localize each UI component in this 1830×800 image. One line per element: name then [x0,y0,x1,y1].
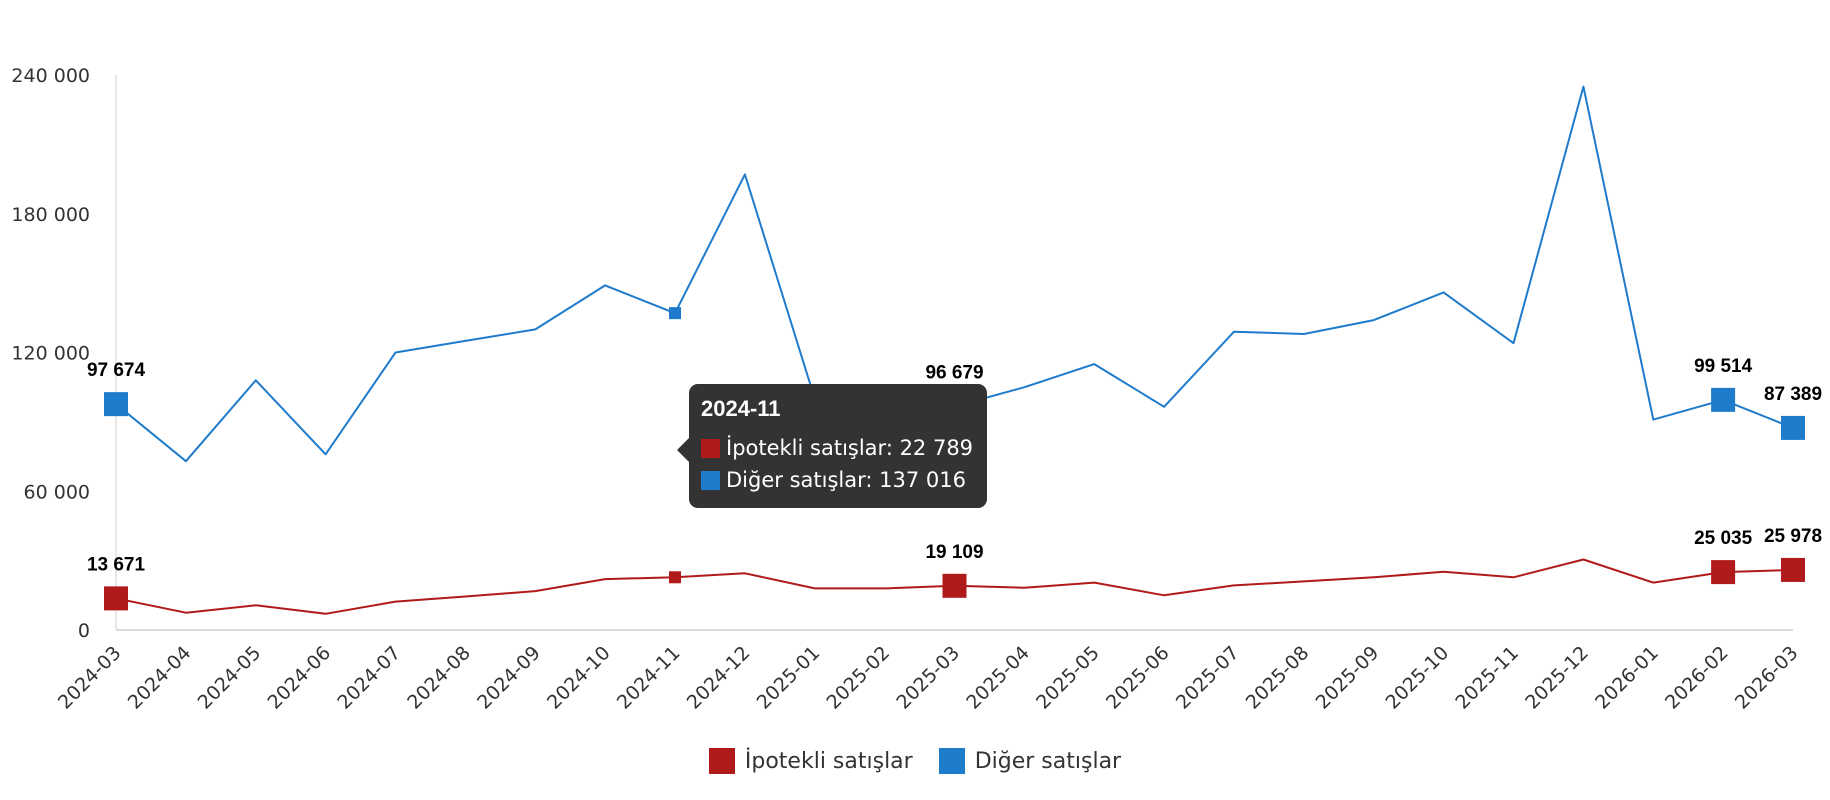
legend-item-other-sales[interactable]: Diğer satışlar [938,748,1122,774]
x-tick-label: 2025-11 [1451,642,1523,714]
x-tick-label: 2024-11 [613,642,685,714]
x-tick-label: 2025-06 [1102,642,1174,714]
x-tick-label: 2024-03 [54,642,126,714]
x-tick-label: 2025-10 [1381,642,1453,714]
x-tick-label: 2026-01 [1591,642,1663,714]
legend-label-other: Diğer satışlar [974,748,1122,774]
tooltip-row-other: Diğer satışlar: 137 016 [701,464,975,496]
x-tick-label: 2025-08 [1242,642,1314,714]
x-tick-label: 2024-09 [473,642,545,714]
data-label: 97 674 [87,360,146,381]
data-point-marker[interactable] [1711,387,1736,412]
x-tick-label: 2025-05 [1032,642,1104,714]
data-label: 13 671 [87,554,146,575]
x-tick-label: 2024-10 [543,642,615,714]
legend-swatch-mortgage [708,748,735,774]
tooltip-swatch-other [701,470,720,490]
x-tick-label: 2026-03 [1731,642,1803,714]
x-tick-label: 2025-01 [753,642,825,714]
y-tick-label: 240 000 [11,65,90,87]
data-label: 87 389 [1764,384,1822,405]
data-point-marker[interactable] [1781,415,1805,440]
legend-label-mortgage: İpotekli satışlar [744,748,913,774]
x-tick-label: 2024-07 [333,642,405,714]
x-tick-label: 2025-02 [822,642,894,714]
tooltip-title: 2024-11 [701,396,781,421]
x-tick-label: 2025-03 [892,642,964,714]
y-tick-label: 180 000 [11,204,90,226]
data-point-marker[interactable] [1711,560,1736,585]
tooltip-text-mortgage: İpotekli satışlar: 22 789 [726,436,974,460]
x-tick-label: 2024-05 [194,642,266,714]
hover-point-marker[interactable] [669,307,681,320]
legend-item-mortgage-sales[interactable]: İpotekli satışlar [708,748,913,774]
tooltip-swatch-mortgage [701,438,720,458]
x-tick-label: 2024-04 [124,642,196,714]
data-label: 19 109 [925,542,983,563]
data-point-marker[interactable] [104,392,128,417]
data-label: 96 679 [925,362,983,383]
x-tick-label: 2025-09 [1312,642,1384,714]
hover-point-marker[interactable] [669,571,681,584]
data-label: 25 978 [1764,526,1822,547]
chart-legend: İpotekli satışlar Diğer satışlar [0,748,1830,774]
chart-tooltip: 2024-11 İpotekli satışlar: 22 789 Diğer … [677,384,987,508]
legend-swatch-other [938,748,965,774]
x-tick-label: 2024-12 [683,642,755,714]
x-tick-label: 2025-07 [1172,642,1244,714]
x-tick-label: 2026-02 [1661,642,1733,714]
x-tick-label: 2025-12 [1521,642,1593,714]
data-point-marker[interactable] [104,586,128,611]
data-point-marker[interactable] [1781,557,1805,582]
x-tick-label: 2024-06 [263,642,335,714]
tooltip-row-mortgage: İpotekli satışlar: 22 789 [701,432,975,464]
y-tick-label: 0 [78,620,90,642]
x-tick-label: 2024-08 [403,642,475,714]
data-point-marker[interactable] [942,573,967,598]
x-tick-label: 2025-04 [962,642,1034,714]
y-tick-label: 120 000 [11,343,90,365]
data-label: 99 514 [1694,356,1753,377]
y-tick-label: 60 000 [24,481,90,503]
data-label: 25 035 [1694,528,1753,549]
tooltip-text-other: Diğer satışlar: 137 016 [726,468,966,492]
